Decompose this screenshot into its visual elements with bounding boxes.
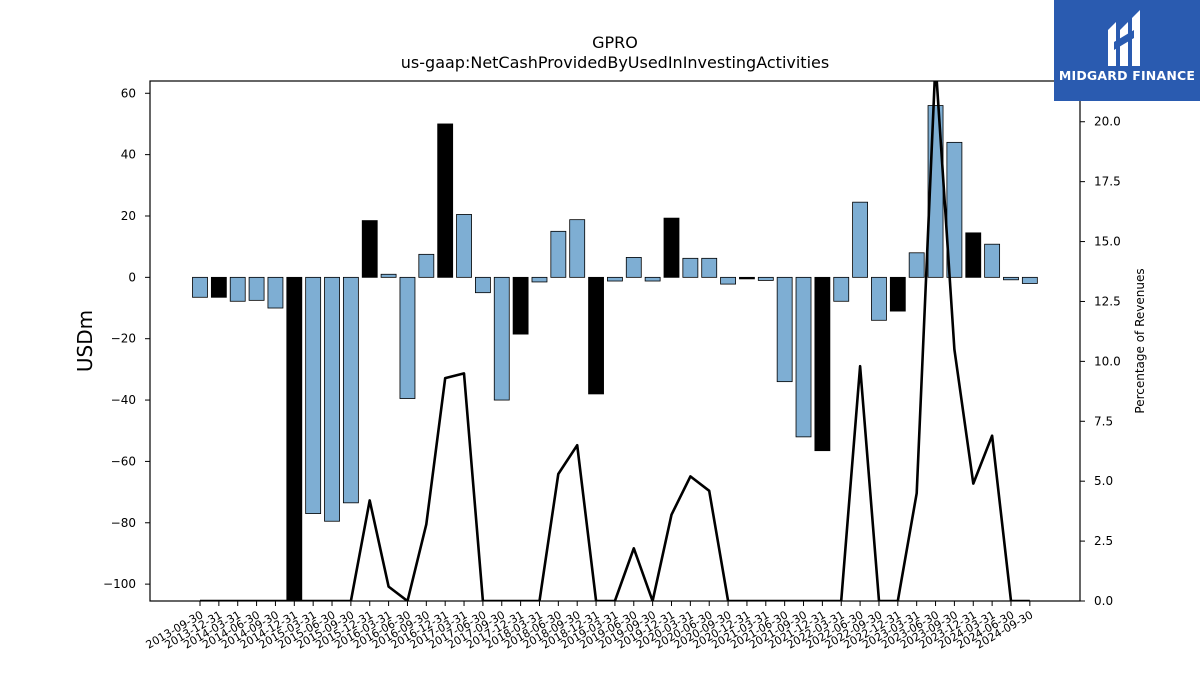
bar-2020-03-31 [682,257,699,278]
bar-2018-06-30 [550,230,567,278]
bar-2013-12-31 [210,276,227,298]
y-tick-label: 60 [121,86,136,100]
bar-2019-03-31 [607,276,623,282]
bar-2020-06-30 [701,257,718,278]
bar-2014-12-31 [286,276,303,601]
logo: MIDGARD FINANCE [1054,0,1200,101]
bar-2023-12-31 [965,232,982,278]
bar-2018-03-31 [531,276,548,283]
bar-group [192,105,1038,601]
y-axis-label: USDm [73,310,97,372]
bar-2015-12-31 [361,220,378,278]
y2-axis-label: Percentage of Revenues [1133,268,1147,413]
logo-text: MIDGARD FINANCE [1058,68,1196,83]
bar-2016-06-30 [399,276,416,399]
y2-tick-label: 5.0 [1094,474,1113,488]
y2-tick-label: 7.5 [1094,414,1113,428]
bar-2022-06-30 [852,201,868,278]
bar-2022-03-31 [833,276,850,302]
bar-2020-09-30 [720,276,736,285]
y2-tick-label: 12.5 [1094,294,1121,308]
bar-2015-09-30 [342,276,359,504]
y-tick-label: −40 [111,393,136,407]
y2-tick-label: 2.5 [1094,534,1113,548]
y2-tick-label: 20.0 [1094,115,1121,129]
bar-2014-03-31 [229,276,246,302]
bar-2015-06-30 [324,276,340,522]
bar-2021-12-31 [814,276,831,452]
y2-axis: 0.0 2.5 5.0 7.5 10.0 12.5 15.0 17.5 20.0 [1080,115,1121,608]
bar-2021-03-31 [757,276,774,281]
bar-2014-09-30 [267,276,284,309]
y2-tick-label: 15.0 [1094,235,1121,249]
chart-subtitle: us-gaap:NetCashProvidedByUsedInInvesting… [401,53,829,72]
bar-2014-06-30 [248,276,265,301]
x-axis: 2013-09-302013-12-312014-03-312014-06-30… [144,601,1035,652]
bar-2024-03-31 [984,243,1001,278]
y-tick-label: −20 [111,332,136,346]
bar-2017-06-30 [474,276,491,294]
y-tick-label: −100 [103,577,136,591]
bar-2023-09-30 [946,141,963,278]
y2-tick-label: 17.5 [1094,175,1121,189]
bar-2022-09-30 [871,276,887,321]
y-tick-label: −60 [111,454,136,468]
bar-2013-09-30 [192,276,208,298]
y-tick-label: −80 [111,516,136,530]
bar-2018-09-30 [569,219,586,278]
bar-2018-12-31 [588,276,604,395]
y-tick-label: 0 [128,270,136,284]
y-tick-label: 20 [121,209,136,223]
bar-2017-09-30 [493,276,510,401]
bar-2017-03-31 [456,214,472,278]
y-axis: 60 40 20 0 −20 −40 −60 −80 −100 [103,86,150,591]
bar-2016-09-30 [418,253,435,278]
bar-2019-09-30 [644,276,661,282]
chart-title: GPRO [592,33,638,52]
y2-tick-label: 0.0 [1094,594,1113,608]
bar-2016-03-31 [380,273,397,278]
bar-2019-12-31 [663,217,680,278]
y-tick-label: 40 [121,148,136,162]
bar-2016-12-31 [437,123,454,278]
midgard-logo-icon [1108,10,1140,66]
bar-2017-12-31 [512,276,529,335]
bar-2019-06-30 [625,257,642,278]
bar-2021-06-30 [776,276,793,383]
bar-2024-09-30 [1021,276,1038,284]
bar-2015-03-31 [305,276,322,514]
bar-2021-09-30 [795,276,812,438]
bar-2024-06-30 [1003,276,1019,281]
bar-2022-12-31 [889,276,906,312]
bar-2023-03-31 [908,252,925,278]
bar-2020-12-31 [739,276,755,280]
y2-tick-label: 10.0 [1094,354,1121,368]
